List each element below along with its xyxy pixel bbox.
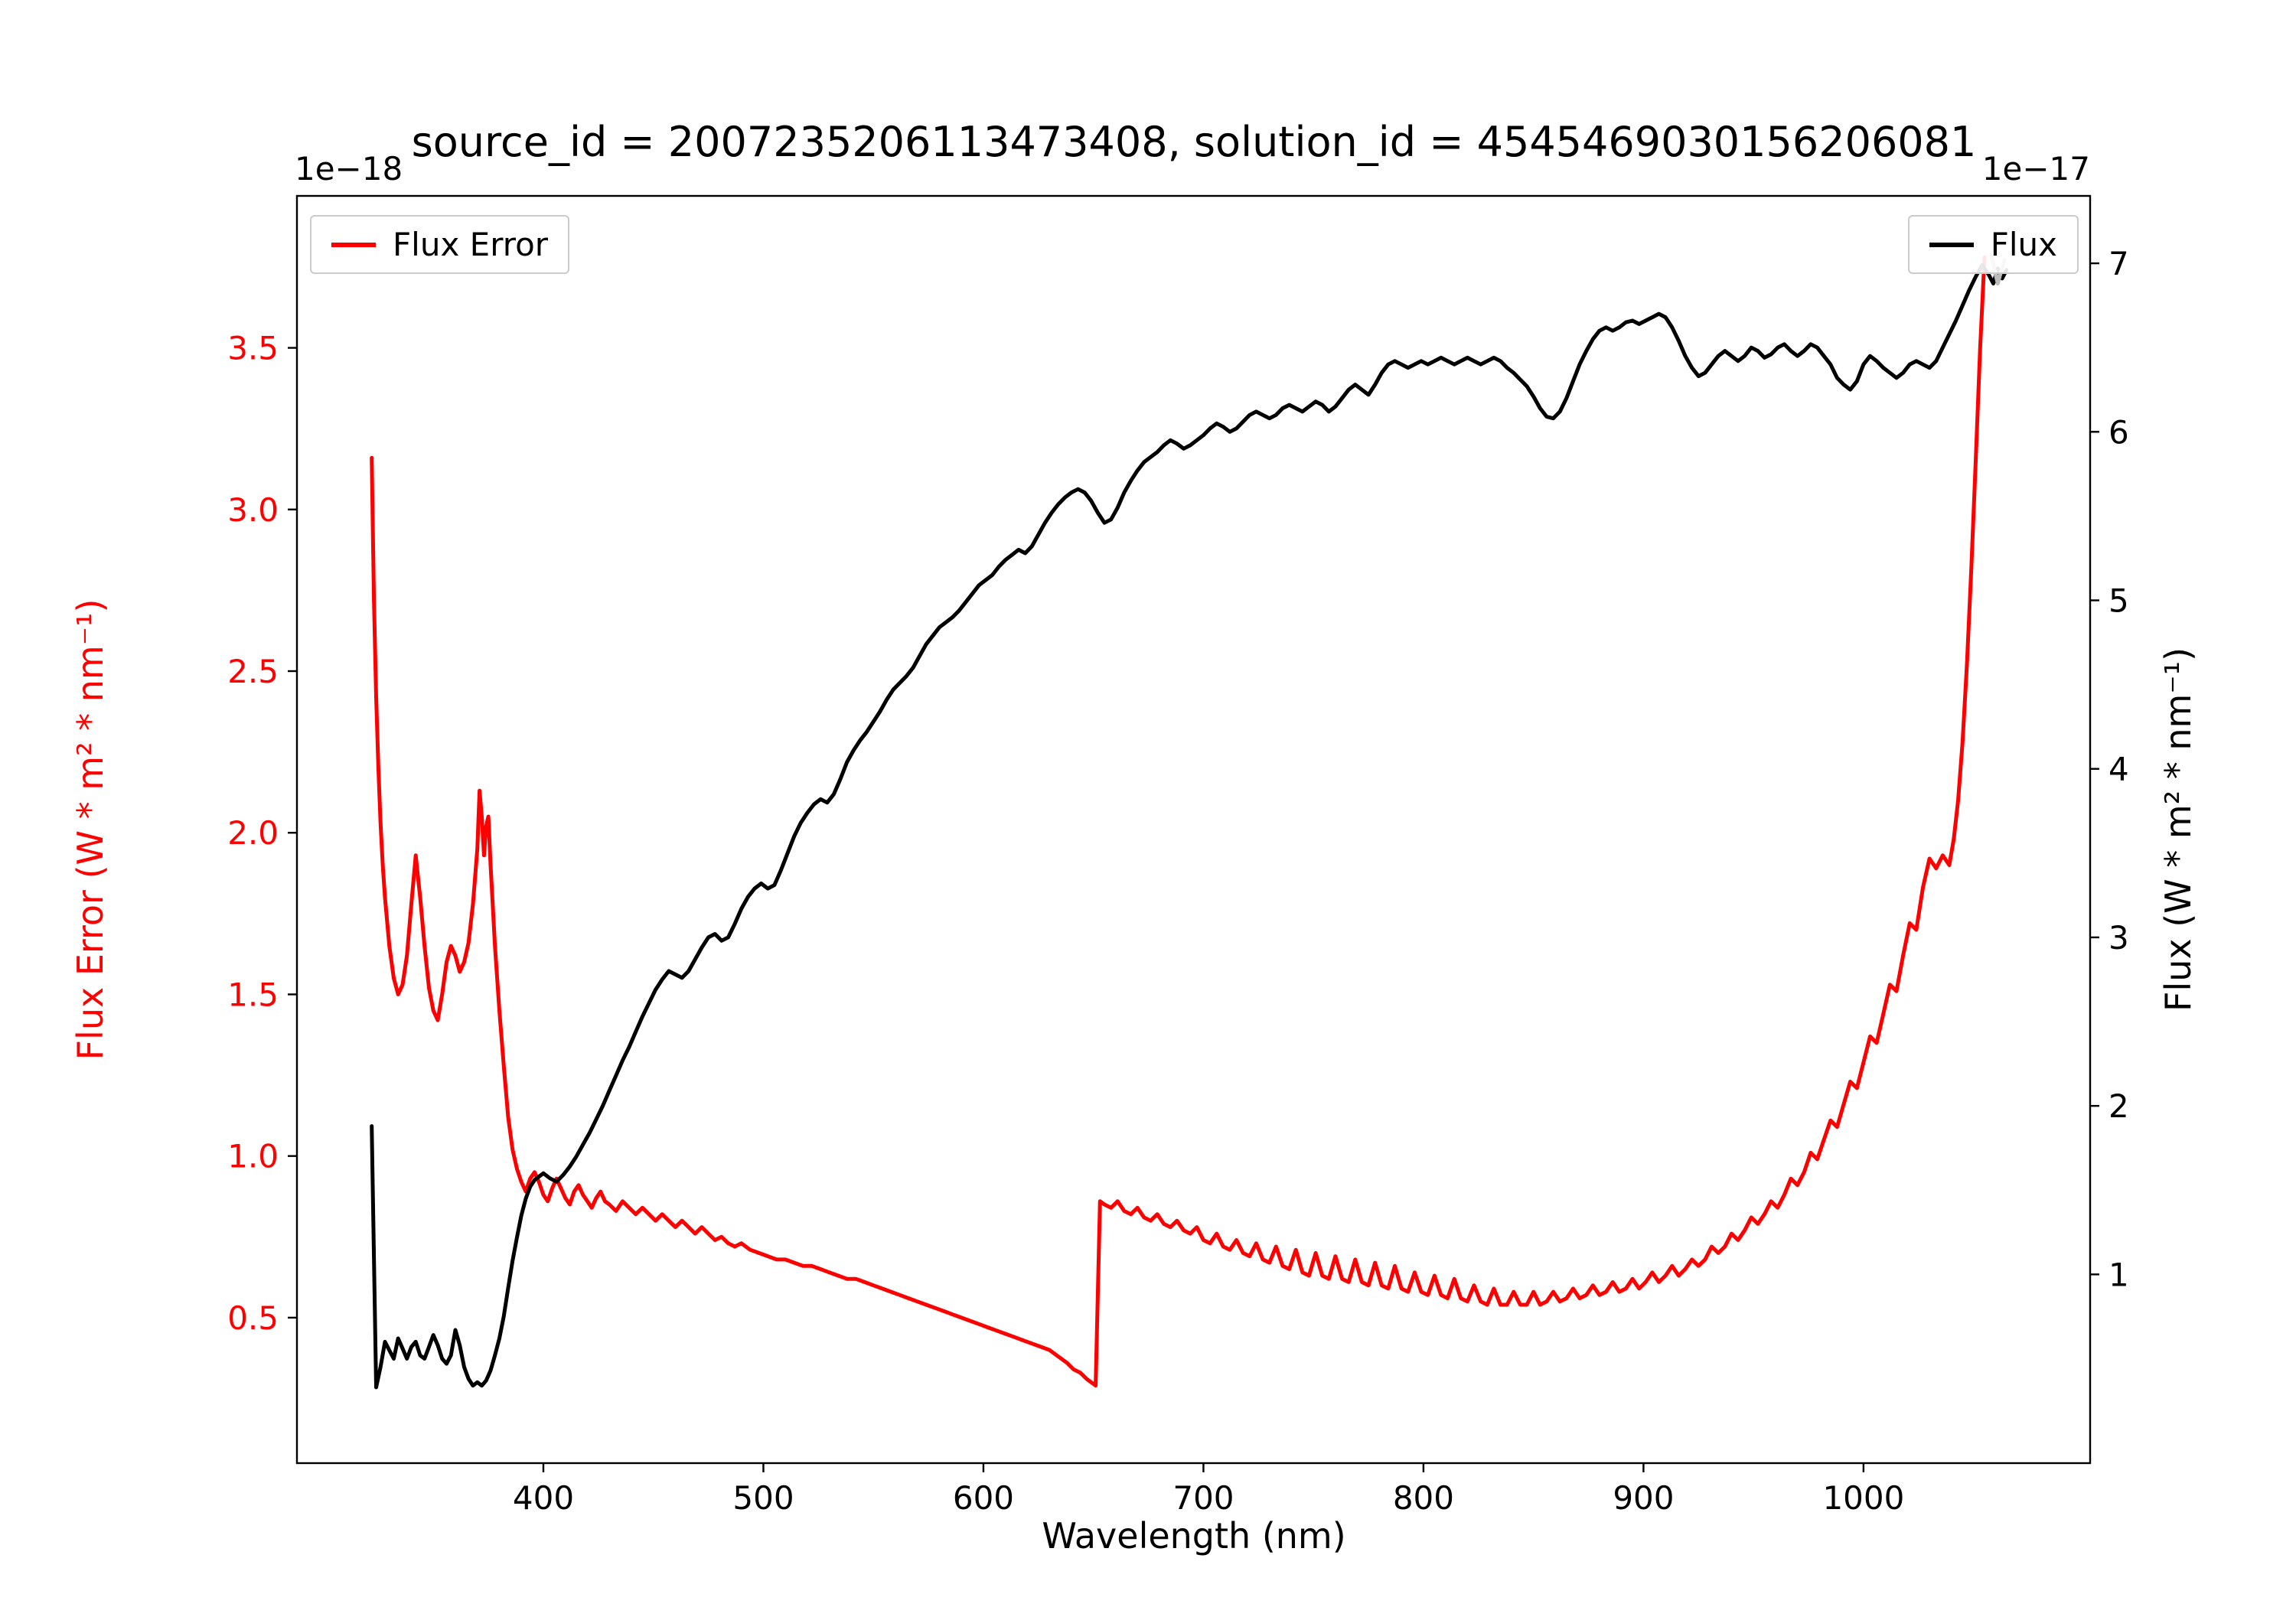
x-tick-label: 600 [953, 1479, 1014, 1517]
right-y-tick-label: 6 [2108, 413, 2129, 451]
flux-error-line-swatch [331, 242, 376, 247]
left-y-tick-label: 3.0 [227, 491, 279, 529]
right-axis-offset-text: 1e−17 [1981, 150, 2090, 187]
chart-title: source_id = 2007235206113473408, solutio… [411, 118, 1977, 166]
left-y-tick-label: 0.5 [227, 1299, 279, 1337]
left-y-axis-label: Flux Error (W * m² * nm⁻¹) [70, 598, 111, 1061]
right-y-axis-label: Flux (W * m² * nm⁻¹) [2157, 647, 2199, 1012]
left-y-tick-label: 3.5 [227, 330, 279, 367]
x-tick-label: 1000 [1822, 1479, 1904, 1517]
series-line-1 [370, 262, 2009, 1390]
axes-frame [295, 194, 2092, 1465]
x-tick-label: 900 [1613, 1479, 1674, 1517]
flux-line-swatch [1929, 242, 1974, 247]
right-y-tick-label: 7 [2108, 245, 2129, 282]
x-tick-label: 500 [732, 1479, 794, 1517]
right-y-tick-label: 1 [2108, 1256, 2129, 1293]
right-y-tick-label: 2 [2108, 1087, 2129, 1125]
left-y-tick-label: 2.5 [227, 653, 279, 690]
legend-flux-error-label: Flux Error [393, 226, 549, 263]
left-y-tick-label: 1.0 [227, 1138, 279, 1175]
right-y-tick-label: 3 [2108, 919, 2129, 957]
left-axis-offset-text: 1e−18 [295, 150, 403, 187]
x-tick-label: 400 [513, 1479, 574, 1517]
legend-flux-error: Flux Error [310, 215, 570, 274]
left-y-tick-label: 2.0 [227, 814, 279, 852]
x-axis-label: Wavelength (nm) [1042, 1515, 1346, 1556]
left-y-tick-label: 1.5 [227, 976, 279, 1013]
x-tick-label: 800 [1393, 1479, 1454, 1517]
legend-flux-label: Flux [1990, 226, 2057, 263]
right-y-tick-label: 4 [2108, 751, 2129, 788]
right-y-tick-label: 5 [2108, 582, 2129, 620]
series-line-0 [370, 255, 1987, 1388]
x-tick-label: 700 [1172, 1479, 1234, 1517]
legend-flux: Flux [1907, 215, 2079, 274]
